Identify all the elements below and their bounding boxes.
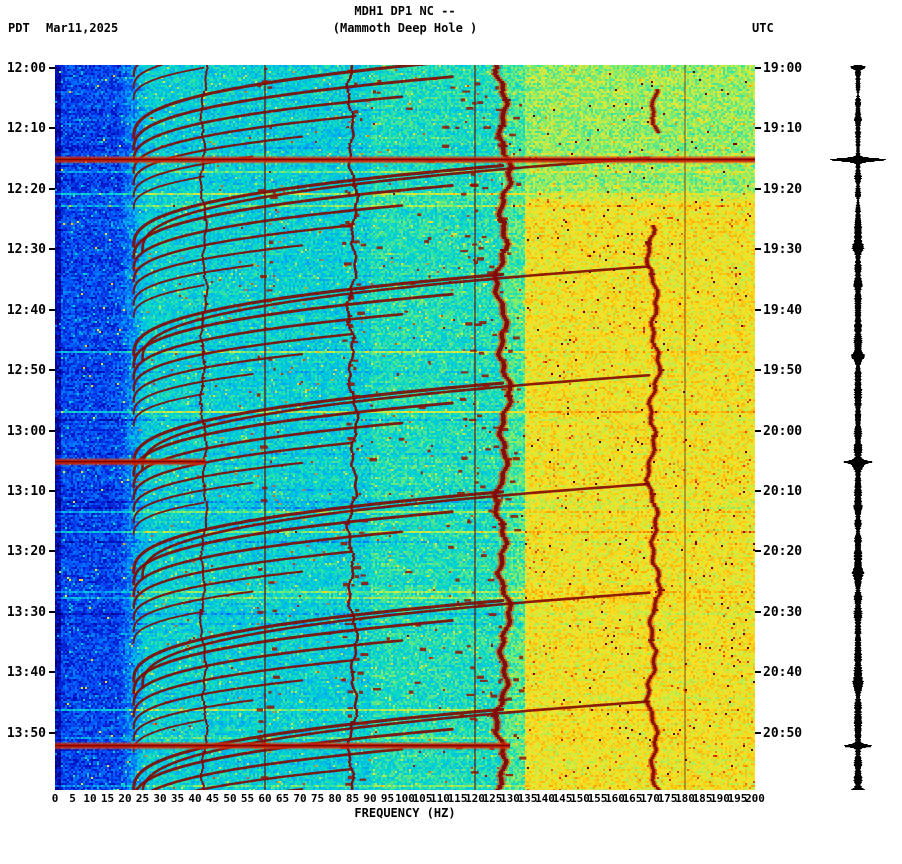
left-time-tick (49, 369, 55, 372)
left-time-tick (49, 67, 55, 69)
right-time-label: 20:40 (763, 665, 803, 681)
frequency-tick-label: 160 (605, 792, 625, 805)
seismogram-trace-canvas (820, 65, 896, 790)
frequency-tick-label: 85 (345, 792, 360, 805)
right-time-label: 20:20 (763, 544, 803, 560)
x-axis-label: FREQUENCY (HZ) (354, 806, 456, 820)
frequency-tick-label: 180 (675, 792, 695, 805)
frequency-tick-label: 40 (188, 792, 202, 805)
right-time-label: 19:00 (763, 61, 803, 76)
right-time-label: 19:30 (763, 242, 803, 258)
frequency-tick-label: 135 (517, 792, 538, 805)
frequency-tick-label: 105 (412, 792, 433, 805)
frequency-tick-label: 75 (310, 792, 325, 805)
left-time-label: 12:30 (6, 242, 46, 258)
frequency-tick-label: 5 (69, 792, 76, 805)
frequency-tick-label: 55 (240, 792, 255, 805)
right-time-tick (755, 731, 761, 734)
left-time-tick (49, 610, 55, 613)
frequency-tick-label: 10 (83, 792, 97, 805)
frequency-tick-label: 80 (328, 792, 342, 805)
right-time-tick (755, 67, 761, 69)
frequency-tick-label: 45 (205, 792, 220, 805)
frequency-tick-label: 200 (745, 792, 765, 805)
frequency-tick-label: 185 (692, 792, 713, 805)
left-time-tick (49, 187, 55, 190)
right-time-tick (755, 308, 761, 311)
frequency-tick-label: 65 (275, 792, 290, 805)
page-subtitle: (Mammoth Deep Hole ) (332, 21, 478, 35)
frequency-tick-label: 140 (535, 792, 555, 805)
right-time-tick (755, 429, 761, 432)
right-time-label: 20:00 (763, 423, 803, 439)
spectrogram-canvas (55, 65, 755, 790)
right-time-tick (755, 489, 761, 492)
left-time-tick (49, 127, 55, 130)
left-time-label: 13:20 (6, 544, 46, 560)
left-time-label: 12:10 (6, 121, 46, 137)
left-time-label: 12:00 (6, 61, 46, 76)
frequency-tick-label: 115 (447, 792, 468, 805)
left-time-tick (49, 308, 55, 311)
timezone-right-label: UTC (752, 21, 774, 35)
left-time-tick (49, 550, 55, 553)
frequency-tick-label: 175 (657, 792, 678, 805)
right-time-label: 19:40 (763, 302, 803, 318)
right-time-label: 19:50 (763, 363, 803, 379)
frequency-tick-label: 130 (500, 792, 520, 805)
timezone-left-label: PDT (8, 21, 30, 35)
right-time-tick (755, 550, 761, 553)
frequency-tick-label: 155 (587, 792, 608, 805)
frequency-tick-label: 170 (640, 792, 660, 805)
frequency-tick-label: 195 (727, 792, 748, 805)
frequency-tick-label: 100 (395, 792, 415, 805)
right-time-tick (755, 187, 761, 190)
frequency-tick-label: 125 (482, 792, 503, 805)
left-time-label: 12:20 (6, 181, 46, 197)
right-time-label: 19:20 (763, 181, 803, 197)
right-time-label: 20:10 (763, 483, 803, 499)
frequency-tick-label: 50 (223, 792, 237, 805)
frequency-tick-label: 110 (430, 792, 450, 805)
left-time-tick (49, 248, 55, 251)
frequency-tick-label: 20 (118, 792, 132, 805)
frequency-tick-label: 145 (552, 792, 573, 805)
left-time-label: 13:10 (6, 483, 46, 499)
frequency-tick-label: 90 (363, 792, 377, 805)
left-time-label: 12:50 (6, 363, 46, 379)
frequency-tick-label: 60 (258, 792, 272, 805)
frequency-tick-label: 120 (465, 792, 485, 805)
frequency-tick-label: 95 (380, 792, 395, 805)
left-time-label: 13:00 (6, 423, 46, 439)
left-time-tick (49, 671, 55, 674)
page-title: MDH1 DP1 NC -- (354, 4, 456, 18)
right-time-tick (755, 610, 761, 613)
frequency-tick-label: 70 (293, 792, 307, 805)
left-time-tick (49, 429, 55, 432)
right-time-label: 19:10 (763, 121, 803, 137)
frequency-tick-label: 150 (570, 792, 590, 805)
right-time-tick (755, 671, 761, 674)
frequency-tick-label: 25 (135, 792, 150, 805)
right-time-label: 20:30 (763, 604, 803, 620)
right-time-tick (755, 248, 761, 251)
right-time-label: 20:50 (763, 725, 803, 741)
frequency-tick-label: 15 (100, 792, 115, 805)
frequency-tick-label: 35 (170, 792, 185, 805)
right-time-tick (755, 369, 761, 372)
frequency-tick-label: 0 (51, 792, 59, 805)
left-time-label: 13:50 (6, 725, 46, 741)
left-time-label: 12:40 (6, 302, 46, 318)
left-time-label: 13:30 (6, 604, 46, 620)
frequency-tick-label: 190 (710, 792, 730, 805)
left-time-label: 13:40 (6, 665, 46, 681)
left-time-tick (49, 489, 55, 492)
frequency-tick-label: 30 (153, 792, 167, 805)
date-label: Mar11,2025 (46, 21, 119, 35)
left-time-tick (49, 731, 55, 734)
frequency-tick-label: 165 (622, 792, 643, 805)
right-time-tick (755, 127, 761, 130)
